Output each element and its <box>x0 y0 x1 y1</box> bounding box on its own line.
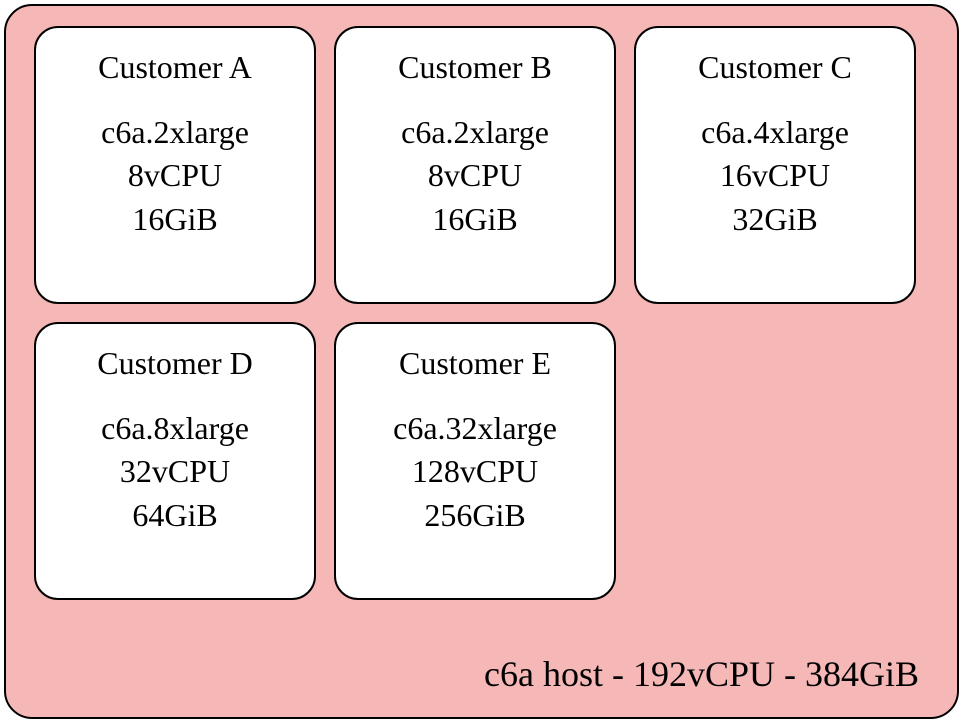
instance-type: c6a.8xlarge <box>101 407 249 450</box>
host-label: c6a host - 192vCPU - 384GiB <box>484 653 919 695</box>
vcpu-spec: 16vCPU <box>720 154 830 197</box>
host-container: Customer A c6a.2xlarge 8vCPU 16GiB Custo… <box>4 4 959 719</box>
customer-name: Customer E <box>399 342 551 385</box>
instance-type: c6a.32xlarge <box>393 407 557 450</box>
customer-card: Customer A c6a.2xlarge 8vCPU 16GiB <box>34 26 316 304</box>
customer-card: Customer D c6a.8xlarge 32vCPU 64GiB <box>34 322 316 600</box>
customer-card: Customer E c6a.32xlarge 128vCPU 256GiB <box>334 322 616 600</box>
instance-type: c6a.2xlarge <box>401 111 549 154</box>
customer-cards-grid: Customer A c6a.2xlarge 8vCPU 16GiB Custo… <box>34 26 929 600</box>
vcpu-spec: 32vCPU <box>120 450 230 493</box>
vcpu-spec: 8vCPU <box>428 154 522 197</box>
customer-name: Customer D <box>97 342 253 385</box>
customer-name: Customer B <box>398 46 552 89</box>
customer-name: Customer A <box>98 46 252 89</box>
vcpu-spec: 128vCPU <box>412 450 538 493</box>
instance-type: c6a.4xlarge <box>701 111 849 154</box>
memory-spec: 256GiB <box>424 494 525 537</box>
memory-spec: 16GiB <box>132 198 217 241</box>
memory-spec: 64GiB <box>132 494 217 537</box>
customer-card: Customer C c6a.4xlarge 16vCPU 32GiB <box>634 26 916 304</box>
instance-type: c6a.2xlarge <box>101 111 249 154</box>
memory-spec: 16GiB <box>432 198 517 241</box>
vcpu-spec: 8vCPU <box>128 154 222 197</box>
customer-name: Customer C <box>698 46 852 89</box>
customer-card: Customer B c6a.2xlarge 8vCPU 16GiB <box>334 26 616 304</box>
memory-spec: 32GiB <box>732 198 817 241</box>
